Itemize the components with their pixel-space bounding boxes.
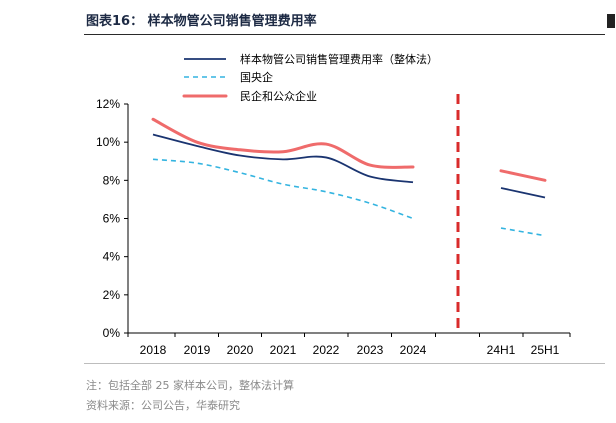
legend-label-private: 民企和公众企业 — [240, 89, 317, 103]
x-tick-label: 2019 — [184, 343, 211, 357]
x-tick-label: 25H1 — [531, 343, 560, 357]
footer-rule — [84, 363, 605, 364]
x-tick-label: 2023 — [357, 343, 384, 357]
adjacent-panel-edge — [607, 14, 615, 28]
x-tick-label: 2021 — [270, 343, 297, 357]
chart-title: 图表16： 样本物管公司销售管理费用率 — [86, 14, 317, 29]
y-tick-label: 0% — [103, 326, 121, 340]
series-line-sample-half — [500, 187, 546, 199]
series-line-private-annual — [151, 117, 415, 169]
x-tick-label: 24H1 — [487, 343, 516, 357]
x-tick-label: 2022 — [313, 343, 340, 357]
series-line-sample-annual — [152, 133, 414, 184]
series-line-soe-half — [500, 227, 546, 237]
legend-label-soe: 国央企 — [240, 70, 273, 84]
x-tick-label: 2020 — [227, 343, 254, 357]
y-tick-label: 12% — [96, 97, 120, 111]
x-tick-label: 2018 — [140, 343, 167, 357]
y-tick-label: 2% — [103, 288, 121, 302]
chart-source: 资料来源：公司公告，华泰研究 — [86, 399, 240, 412]
y-tick-label: 8% — [103, 173, 121, 187]
y-tick-label: 10% — [96, 135, 120, 149]
y-tick-label: 4% — [103, 250, 121, 264]
x-tick-label: 2024 — [400, 343, 427, 357]
title-rule — [84, 34, 605, 35]
legend-label-sample: 样本物管公司销售管理费用率（整体法） — [240, 52, 438, 66]
chart-note: 注：包括全部 25 家样本公司，整体法计算 — [86, 379, 294, 392]
series-line-soe-annual — [152, 158, 414, 220]
y-tick-label: 6% — [103, 212, 121, 226]
series-line-private-half — [499, 169, 547, 182]
